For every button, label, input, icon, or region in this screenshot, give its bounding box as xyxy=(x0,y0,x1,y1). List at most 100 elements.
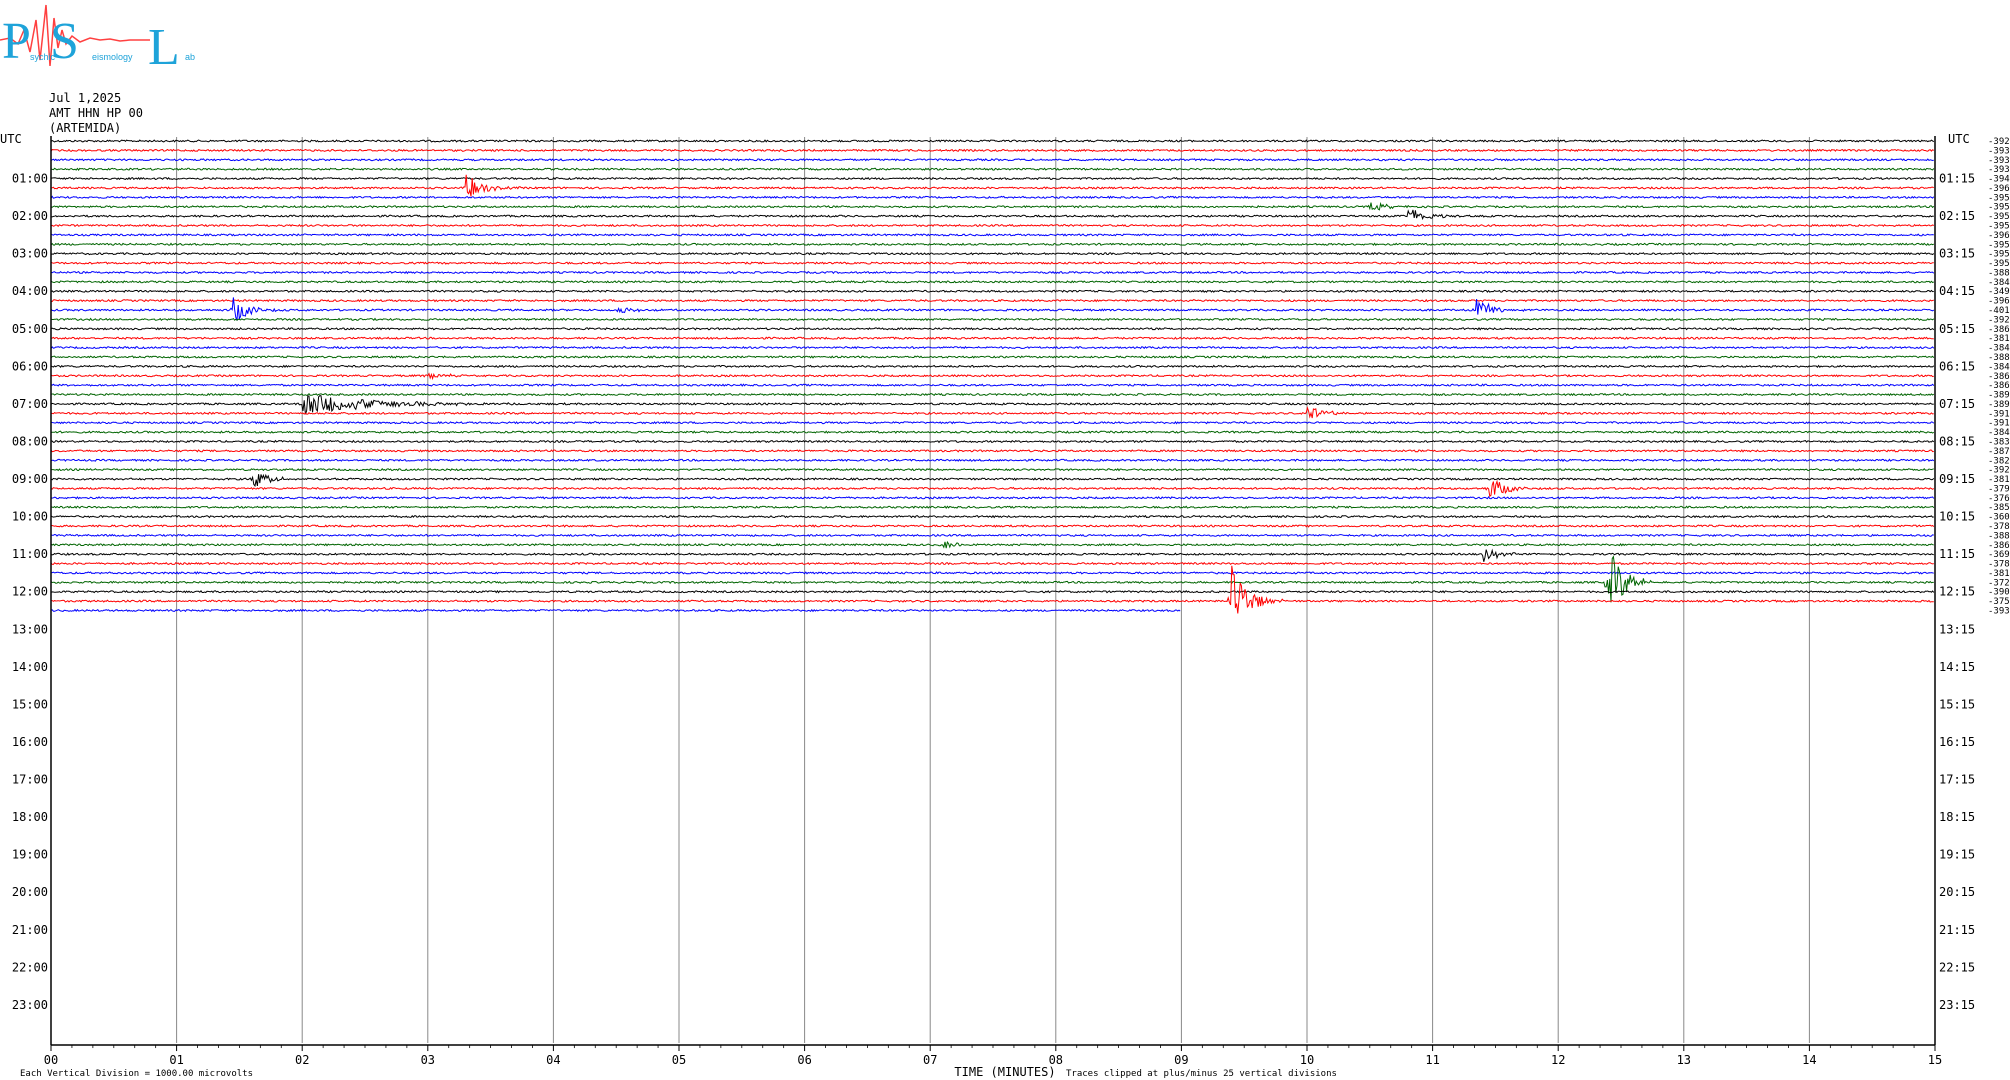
x-tick-label: 03 xyxy=(421,1053,435,1067)
left-hour-label: 20:00 xyxy=(12,885,48,899)
trace-offset-label: -3865 xyxy=(1988,325,2010,335)
trace-offset-label: -3784 xyxy=(1988,522,2010,532)
trace-offset-label: -3958 xyxy=(1988,193,2010,203)
left-hour-label: 08:00 xyxy=(12,434,48,448)
trace-line xyxy=(50,297,1935,322)
trace-line xyxy=(50,420,1935,425)
right-hour-label: 06:15 xyxy=(1939,359,1975,373)
left-hour-label: 10:00 xyxy=(12,510,48,524)
trace-line xyxy=(50,533,1934,538)
trace-line xyxy=(51,209,1934,221)
left-hour-label: 01:00 xyxy=(12,172,48,186)
x-tick-label: 14 xyxy=(1802,1053,1816,1067)
trace-offset-label: -3496 xyxy=(1988,287,2010,297)
x-tick-label: 02 xyxy=(295,1053,309,1067)
trace-line xyxy=(50,345,1935,350)
trace-line xyxy=(50,548,1934,562)
trace-offset-label: -3844 xyxy=(1988,344,2010,354)
left-hour-label: 06:00 xyxy=(12,359,48,373)
trace-line xyxy=(50,458,1935,463)
logo-word-1: sychic xyxy=(30,52,56,62)
station-label: (ARTEMIDA) xyxy=(49,121,122,135)
channel-label: AMT HHN HP 00 xyxy=(49,106,143,120)
trace-line xyxy=(50,505,1935,510)
trace-line xyxy=(50,372,1934,381)
trace-offset-label: -3845 xyxy=(1988,428,2010,438)
x-tick-label: 10 xyxy=(1300,1053,1314,1067)
trace-line xyxy=(50,280,1935,284)
trace-offset-label: -3867 xyxy=(1988,381,2010,391)
right-hour-label: 03:15 xyxy=(1939,247,1975,261)
trace-offset-label: -3608 xyxy=(1988,513,2010,523)
right-hour-label: 01:15 xyxy=(1939,172,1975,186)
trace-line xyxy=(50,327,1935,331)
left-hour-label: 07:00 xyxy=(12,397,48,411)
left-hour-label: 11:00 xyxy=(12,547,48,561)
trace-line xyxy=(50,223,1935,228)
left-hour-label: 04:00 xyxy=(12,284,48,298)
trace-line xyxy=(50,148,1935,153)
left-hour-label: 12:00 xyxy=(12,585,48,599)
trace-offset-label: -3952 xyxy=(1988,259,2010,269)
trace-line xyxy=(50,242,1935,247)
trace-line xyxy=(50,355,1935,359)
trace-line xyxy=(50,467,1934,472)
left-hour-label: 09:00 xyxy=(12,472,48,486)
x-tick-label: 04 xyxy=(546,1053,560,1067)
x-tick-label: 12 xyxy=(1551,1053,1565,1067)
trace-offset-label: -3881 xyxy=(1988,268,2010,278)
trace-line xyxy=(50,195,1935,200)
right-hour-label: 20:15 xyxy=(1939,885,1975,899)
logo-word-2: eismology xyxy=(92,52,133,62)
right-hour-label: 11:15 xyxy=(1939,547,1975,561)
trace-line xyxy=(50,336,1934,340)
right-hour-label: 10:15 xyxy=(1939,510,1975,524)
trace-offset-label: -3819 xyxy=(1988,334,2010,344)
left-hour-label: 21:00 xyxy=(12,923,48,937)
trace-line xyxy=(50,608,1181,613)
seismic-traces xyxy=(50,139,1935,614)
trace-line xyxy=(50,270,1935,275)
trace-offset-label: -3890 xyxy=(1988,400,2010,410)
trace-line xyxy=(50,589,1935,594)
trace-offset-label: -3960 xyxy=(1988,184,2010,194)
logo-word-3: ab xyxy=(185,52,195,62)
right-hour-label: 19:15 xyxy=(1939,848,1975,862)
trace-offset-label: -4013 xyxy=(1988,306,2010,316)
left-hour-label: 18:00 xyxy=(12,810,48,824)
footer-clip-note: Traces clipped at plus/minus 25 vertical… xyxy=(1066,1069,1337,1079)
trace-offset-label: -3816 xyxy=(1988,569,2010,579)
right-hour-label: 12:15 xyxy=(1939,585,1975,599)
x-tick-label: 01 xyxy=(169,1053,183,1067)
trace-line xyxy=(50,201,1935,211)
left-hour-label: 05:00 xyxy=(12,322,48,336)
x-tick-label: 15 xyxy=(1928,1053,1942,1067)
trace-offset-label: -3950 xyxy=(1988,203,2010,213)
axis-labels: 00 01 02 03 04 05 06 07 08 09 10 11 12 13 14 15 TIME (MI… xyxy=(0,132,2010,1079)
trace-offset-label: -3918 xyxy=(1988,419,2010,429)
trace-line xyxy=(50,524,1935,528)
logo-letter-p: P xyxy=(2,13,31,70)
trace-line xyxy=(51,406,1934,419)
trace-line xyxy=(50,395,1934,415)
trace-offset-label: -3960 xyxy=(1988,231,2010,241)
x-tick-label: 06 xyxy=(797,1053,811,1067)
trace-offset-label: -3842 xyxy=(1988,278,2010,288)
left-utc-header: UTC xyxy=(0,132,22,146)
trace-offset-label: -3811 xyxy=(1988,475,2010,485)
x-tick-label: 05 xyxy=(672,1053,686,1067)
trace-line xyxy=(50,139,1935,143)
right-hour-label: 07:15 xyxy=(1939,397,1975,411)
trace-line xyxy=(50,289,1934,293)
logo-waveform xyxy=(0,4,150,67)
trace-line xyxy=(50,298,1934,303)
trace-offset-label: -3891 xyxy=(1988,391,2010,401)
trace-offset-label: -3965 xyxy=(1988,297,2010,307)
x-tick-label: 07 xyxy=(923,1053,937,1067)
trace-offset-label: -3931 xyxy=(1988,146,2010,156)
x-tick-label: 00 xyxy=(44,1053,58,1067)
trace-offset-label: -3823 xyxy=(1988,456,2010,466)
right-hour-label: 21:15 xyxy=(1939,923,1975,937)
x-tick-label: 11 xyxy=(1425,1053,1439,1067)
